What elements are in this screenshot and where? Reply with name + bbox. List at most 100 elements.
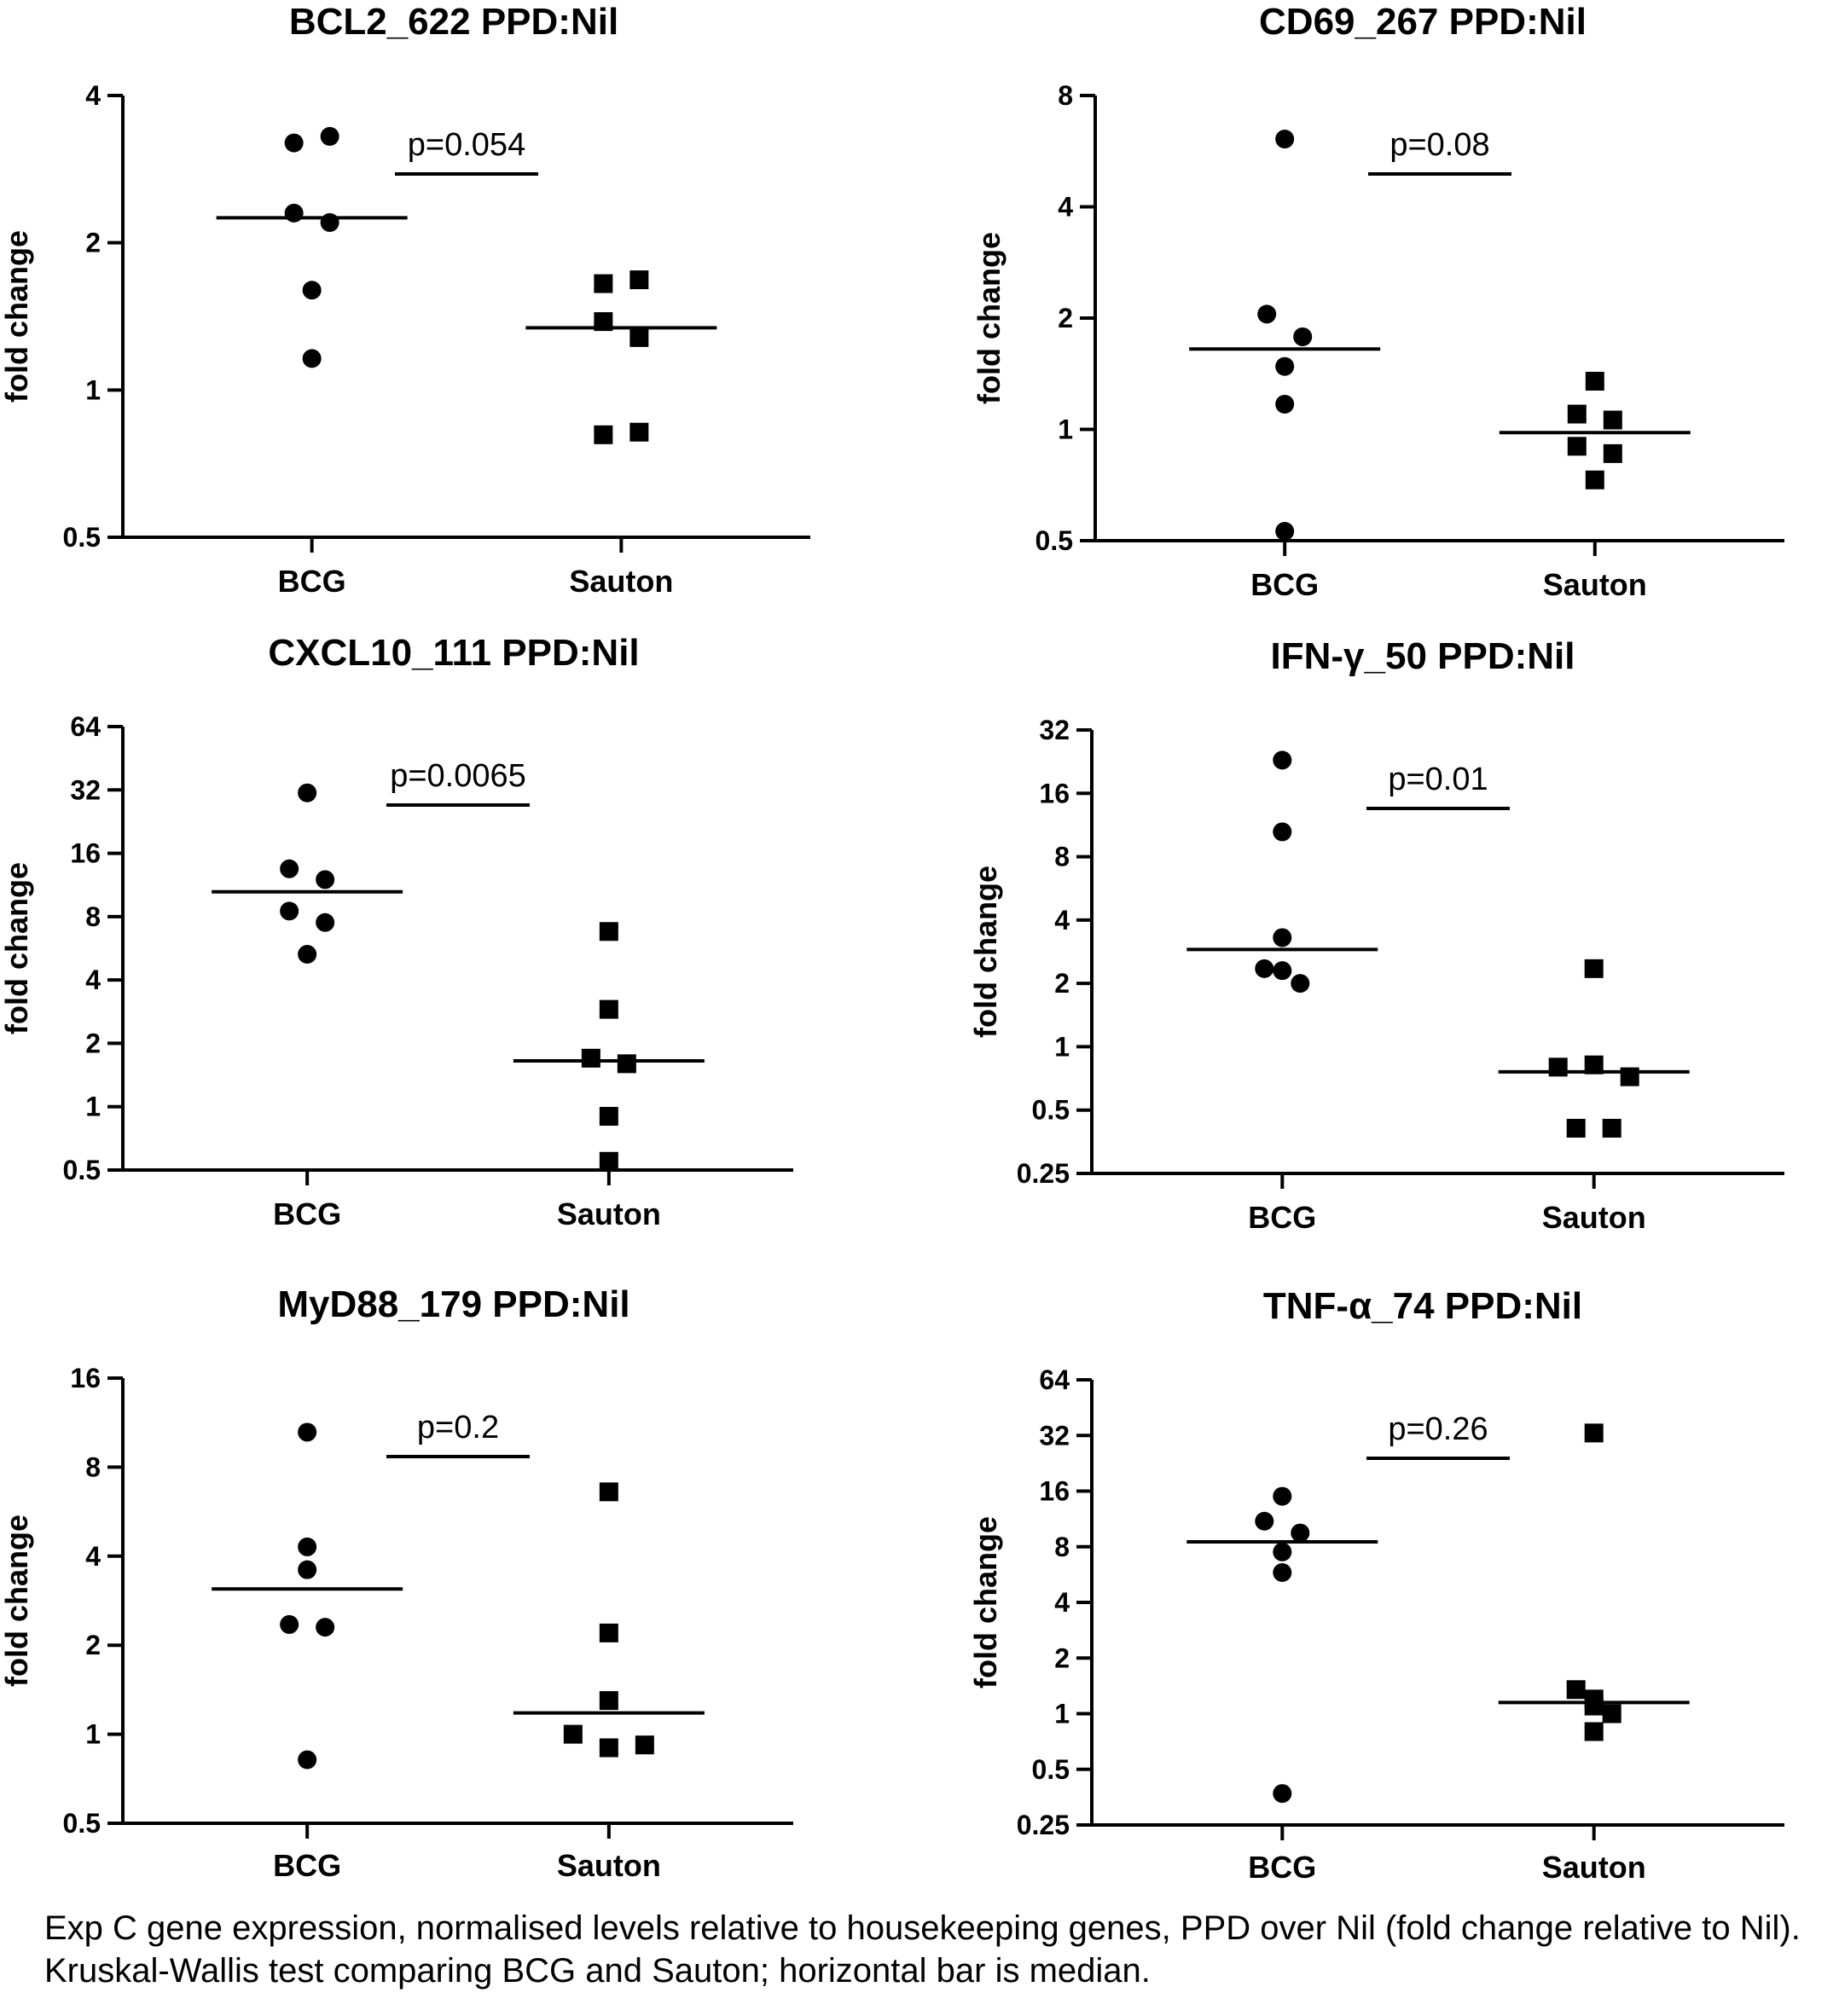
x-tick-label: Sauton — [557, 1196, 661, 1231]
y-tick-label: 8 — [85, 1451, 101, 1482]
y-tick-label: 8 — [1054, 842, 1070, 872]
p-value-label: p=0.0065 — [390, 758, 526, 794]
y-tick-label: 1 — [1054, 1699, 1070, 1729]
y-axis-label: fold change — [968, 1516, 1003, 1689]
y-tick-label: 16 — [1039, 1476, 1070, 1507]
data-point-sauton — [599, 1691, 618, 1711]
data-point-bcg — [280, 1614, 299, 1634]
data-point-bcg — [1273, 1784, 1292, 1804]
y-axis-label: fold change — [0, 1515, 34, 1687]
data-point-sauton — [563, 1724, 583, 1744]
y-tick-label: 32 — [70, 774, 101, 805]
data-point-bcg — [298, 1537, 317, 1556]
data-point-bcg — [1273, 961, 1292, 981]
y-tick-label: 0.25 — [1017, 1158, 1070, 1189]
data-point-bcg — [1273, 822, 1292, 842]
x-tick-label: Sauton — [1542, 1200, 1646, 1235]
y-tick-label: 32 — [1039, 1420, 1070, 1451]
p-value-label: p=0.054 — [408, 127, 525, 163]
data-point-bcg — [1275, 522, 1295, 542]
y-tick-label: 0.5 — [63, 1155, 101, 1185]
data-point-sauton — [635, 1735, 654, 1755]
y-tick-label: 1 — [1054, 1031, 1070, 1062]
data-point-sauton — [1566, 1118, 1586, 1138]
chart-panel-5: MyD88_179 PPD:Nil 0.5 1 2 4 8 16 BCG Sauton fold … — [0, 1283, 793, 1883]
data-point-bcg — [1291, 1523, 1310, 1543]
data-point-bcg — [1275, 394, 1295, 414]
data-point-bcg — [298, 783, 317, 802]
data-point-bcg — [298, 1422, 317, 1442]
data-point-bcg — [1273, 928, 1292, 947]
data-point-sauton — [1584, 1696, 1604, 1716]
y-tick-label: 4 — [85, 965, 101, 995]
p-value-label: p=0.08 — [1389, 127, 1489, 163]
data-point-sauton — [1603, 410, 1622, 430]
chart-panel-4: IFN-γ_50 PPD:Nil 0.25 0.5 1 2 4 8 16 32 BCG Sauton… — [968, 635, 1784, 1235]
data-point-sauton — [1567, 404, 1587, 424]
data-point-bcg — [1293, 327, 1313, 346]
data-point-bcg — [316, 1618, 335, 1637]
y-tick-label: 8 — [1058, 80, 1073, 111]
data-point-sauton — [1603, 443, 1622, 463]
y-tick-label: 1 — [85, 1092, 101, 1122]
y-tick-label: 2 — [85, 1630, 101, 1660]
data-point-bcg — [316, 912, 335, 932]
y-axis-label: fold change — [0, 862, 34, 1034]
y-tick-label: 2 — [85, 1028, 101, 1058]
data-point-sauton — [581, 1048, 600, 1068]
data-point-bcg — [280, 859, 299, 878]
y-tick-label: 64 — [1039, 1364, 1070, 1395]
y-tick-label: 2 — [1054, 968, 1070, 999]
data-point-sauton — [1602, 1704, 1621, 1723]
chart-panel-2: CD69_267 PPD:Nil 0.5 1 2 4 8 BCG Sauton fold cha… — [972, 1, 1784, 602]
x-tick-label: Sauton — [1542, 1850, 1646, 1885]
data-point-sauton — [1566, 1680, 1586, 1700]
y-tick-label: 4 — [1054, 1587, 1070, 1618]
x-tick-label: BCG — [1250, 567, 1319, 602]
x-tick-label: Sauton — [1543, 567, 1647, 602]
chart-panel-3: CXCL10_111 PPD:Nil 0.5 1 2 4 8 16 32 64 BCG Sauton… — [0, 632, 793, 1231]
y-tick-label: 0.5 — [63, 1808, 101, 1839]
data-point-bcg — [320, 212, 339, 232]
data-point-sauton — [1584, 1055, 1604, 1075]
data-point-bcg — [302, 349, 322, 368]
data-point-sauton — [594, 274, 613, 293]
data-point-sauton — [599, 999, 618, 1019]
y-tick-label: 0.5 — [1032, 1095, 1070, 1126]
data-point-bcg — [320, 126, 339, 146]
chart-title: CD69_267 PPD:Nil — [1259, 1, 1587, 43]
data-point-bcg — [1255, 959, 1274, 978]
y-tick-label: 8 — [1054, 1532, 1070, 1562]
chart-title: TNF-α_74 PPD:Nil — [1263, 1285, 1582, 1327]
data-point-bcg — [1255, 1511, 1274, 1531]
data-point-sauton — [599, 1482, 618, 1502]
data-point-bcg — [1273, 1563, 1292, 1583]
data-point-sauton — [1567, 437, 1587, 456]
data-point-bcg — [298, 1560, 317, 1579]
data-point-bcg — [284, 203, 304, 223]
x-tick-label: Sauton — [569, 564, 673, 599]
data-point-bcg — [1291, 974, 1310, 994]
p-value-label: p=0.01 — [1388, 762, 1488, 797]
y-tick-label: 0.5 — [1036, 525, 1073, 556]
data-point-sauton — [1584, 959, 1604, 978]
y-tick-label: 16 — [1039, 778, 1070, 808]
figure-caption: Exp C gene expression, normalised levels… — [44, 1909, 1801, 1990]
chart-panel-6: TNF-α_74 PPD:Nil 0.25 0.5 1 2 4 8 16 32 64 BCG Saut… — [968, 1285, 1784, 1885]
y-tick-label: 16 — [70, 1363, 101, 1393]
data-point-sauton — [629, 422, 649, 442]
y-tick-label: 0.5 — [1032, 1754, 1070, 1785]
data-point-bcg — [1257, 304, 1277, 324]
data-point-sauton — [594, 425, 613, 444]
y-tick-label: 8 — [85, 901, 101, 932]
y-tick-label: 2 — [1054, 1642, 1070, 1673]
data-point-sauton — [1584, 1423, 1604, 1443]
data-point-bcg — [1273, 1486, 1292, 1506]
y-tick-label: 1 — [85, 374, 101, 405]
y-tick-label: 0.25 — [1017, 1810, 1070, 1840]
chart-panel-1: BCL2_622 PPD:Nil 0.5 1 2 4 BCG Sauton fold chan… — [0, 1, 810, 599]
y-axis-label: fold change — [0, 230, 34, 403]
data-point-bcg — [316, 870, 335, 889]
y-tick-label: 64 — [70, 711, 101, 742]
y-tick-label: 4 — [85, 1541, 101, 1572]
